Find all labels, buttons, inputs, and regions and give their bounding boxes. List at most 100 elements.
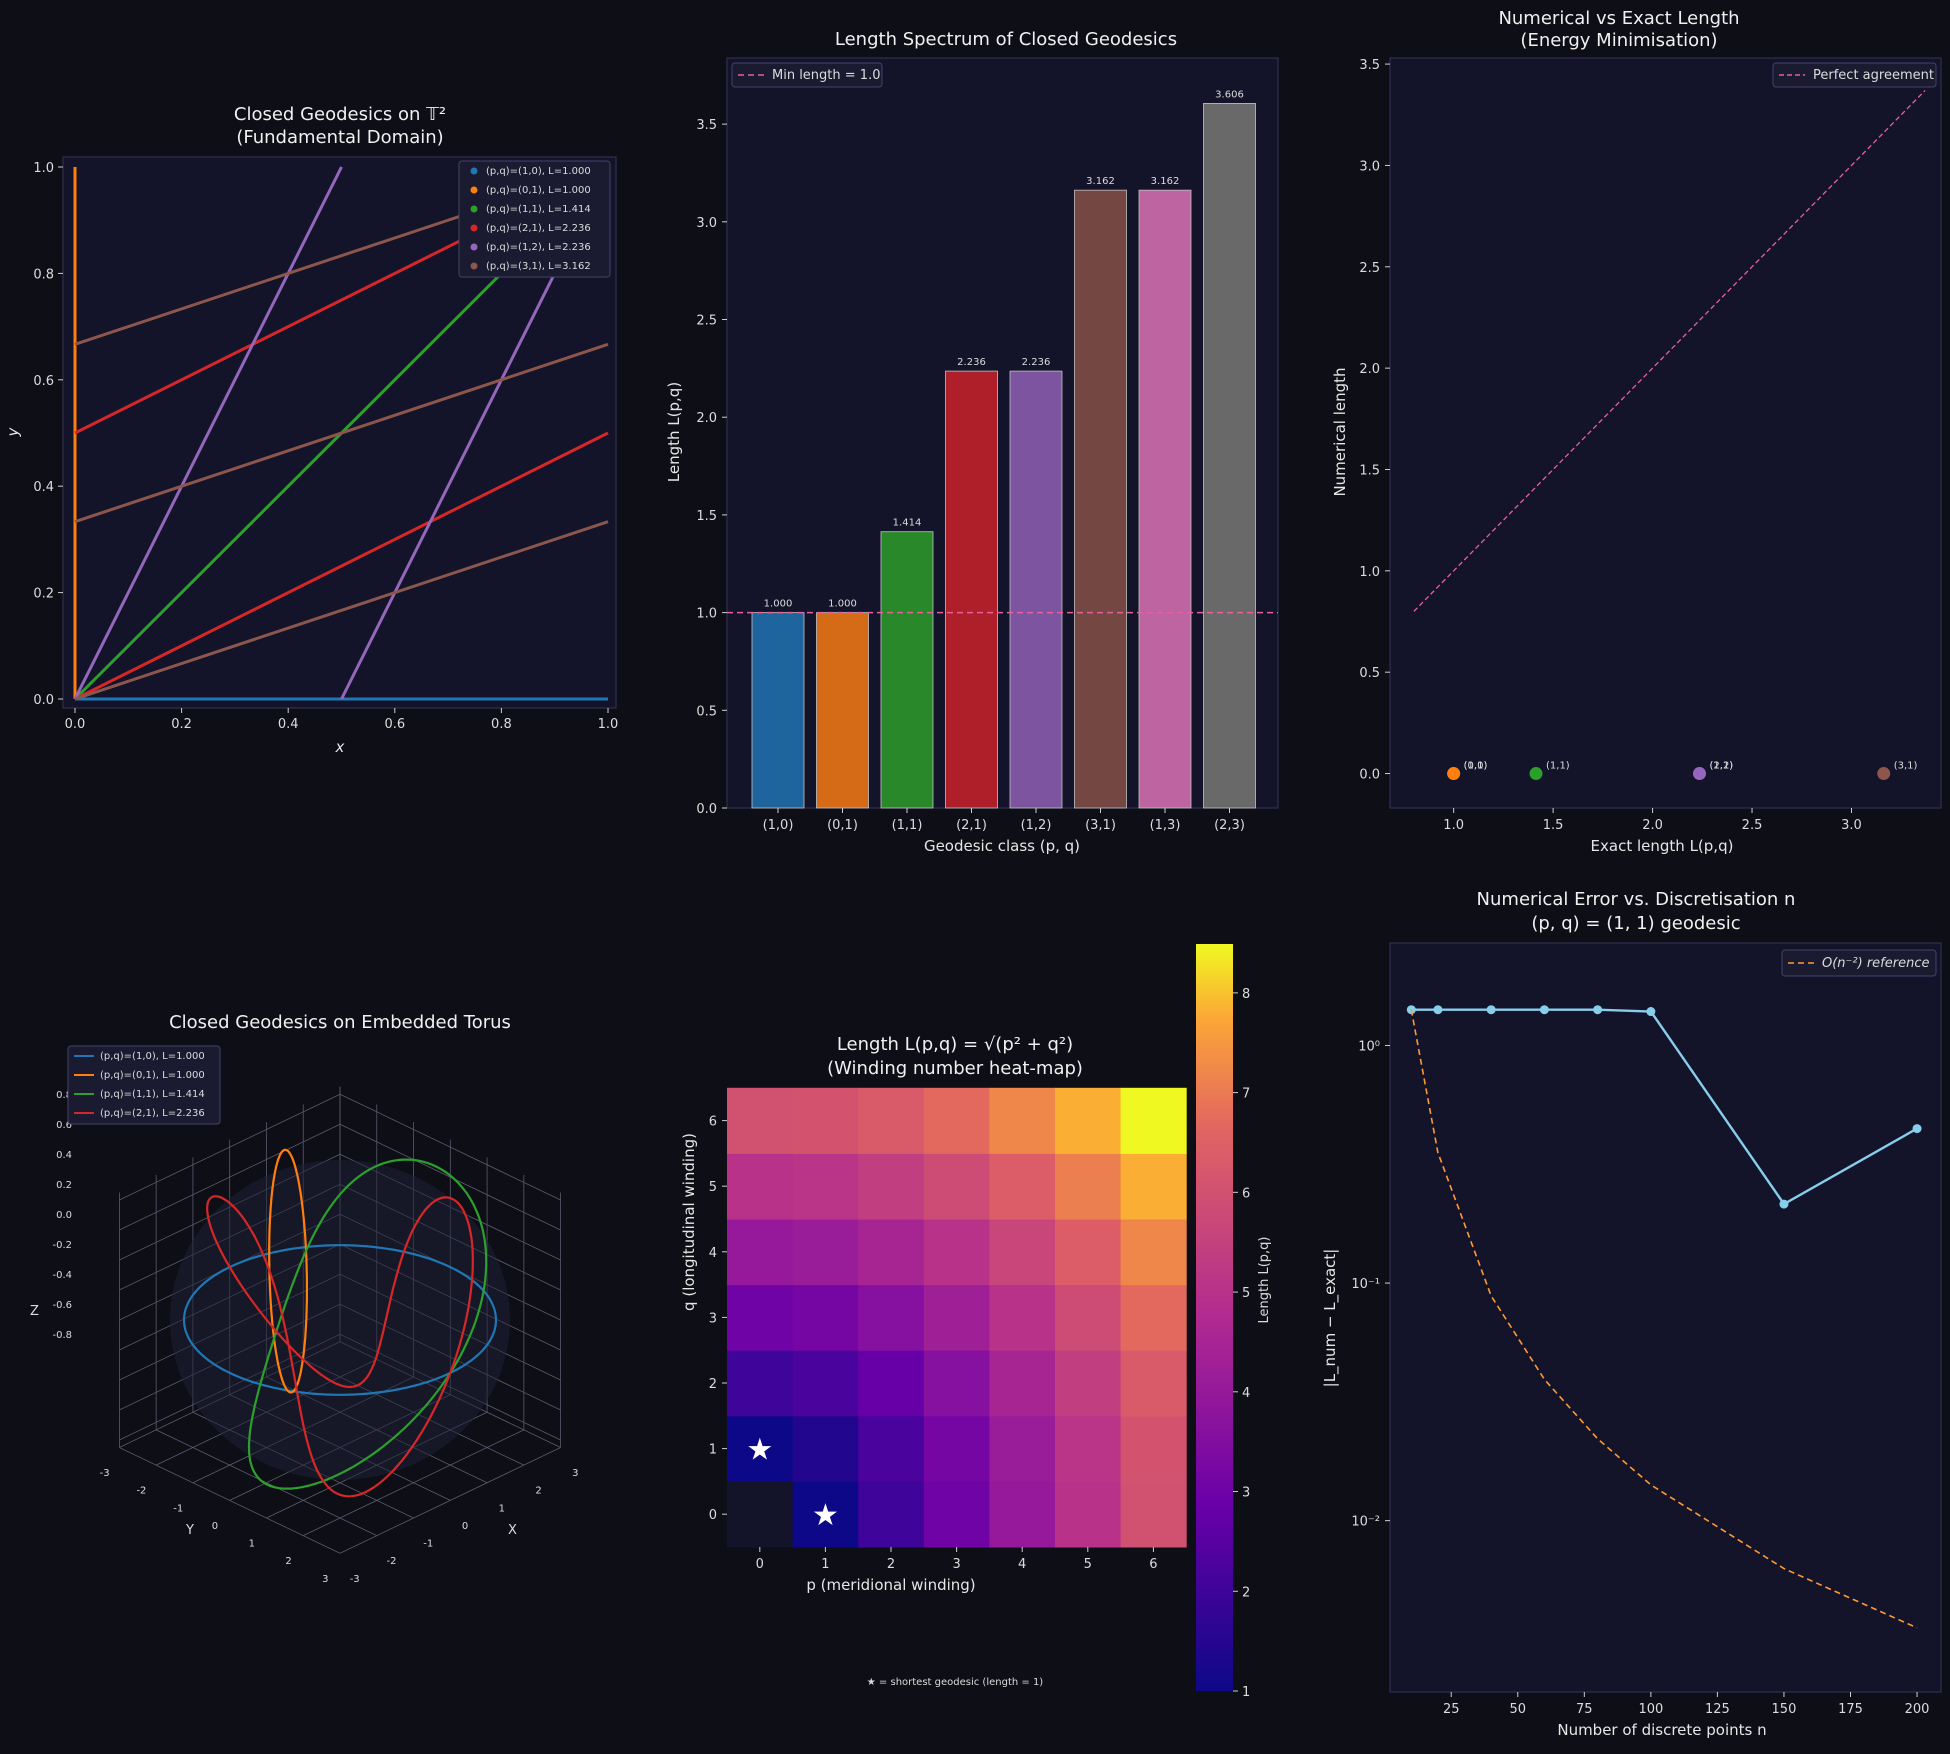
legend-box — [67, 1045, 221, 1125]
grid-line — [119, 1093, 341, 1201]
heatmap-cell — [1120, 1415, 1187, 1482]
chart-title-line1: Closed Geodesics on 𝕋² — [234, 104, 446, 125]
x-tick-label: 5 — [1084, 1557, 1092, 1572]
legend-marker — [470, 186, 478, 194]
x-tick-label: 3 — [952, 1557, 960, 1572]
colorbar-tick-label: 8 — [1242, 987, 1250, 1002]
y-tick-label: 1.5 — [1359, 463, 1380, 478]
heatmap-cell — [1120, 1219, 1187, 1286]
x-tick-label: 2 — [887, 1557, 895, 1572]
heatmap-cell — [989, 1284, 1056, 1351]
y-tick-label: 1 — [499, 1503, 505, 1514]
heatmap-cell — [858, 1415, 925, 1482]
x-tick-label: 6 — [1149, 1557, 1157, 1572]
y-tick-label: 0.2 — [33, 587, 54, 602]
y-tick-label: 0.0 — [1359, 768, 1380, 783]
y-tick-label: 10⁻² — [1351, 1515, 1380, 1530]
error-series-line — [1411, 1008, 1918, 1206]
y-tick-label: 2.0 — [696, 411, 717, 426]
chart-title: Length Spectrum of Closed Geodesics — [835, 29, 1177, 50]
y-tick-label: 0.8 — [33, 267, 54, 282]
scatter-point — [1877, 767, 1891, 781]
z-tick-label: 0.0 — [56, 1210, 72, 1221]
y-tick-label: 0.5 — [696, 704, 717, 719]
plot-area — [726, 57, 1279, 809]
y-tick-label: 1.5 — [696, 509, 717, 524]
x-tick-label: 0.0 — [65, 717, 86, 732]
z-axis-label: Z — [30, 1304, 39, 1319]
point-label: (0,1) — [1464, 761, 1488, 772]
bar — [1074, 189, 1127, 809]
x-tick-label: (2,1) — [956, 818, 987, 833]
y-tick-label: 5 — [709, 1180, 717, 1195]
legend: Min length = 1.0 — [731, 62, 883, 88]
x-tick-label: 0.2 — [171, 717, 192, 732]
bar-value-label: 1.000 — [828, 599, 857, 610]
x-tick-label: 0 — [756, 1557, 764, 1572]
z-tick-label: 0.4 — [56, 1150, 72, 1161]
colorbar-tick-label: 5 — [1242, 1286, 1250, 1301]
bar-value-label: 2.236 — [957, 357, 986, 368]
heatmap-cell — [1055, 1284, 1122, 1351]
torus-surface — [170, 1160, 510, 1480]
y-tick-label: 3.0 — [1359, 159, 1380, 174]
legend-entry: (p,q)=(1,0), L=1.000 — [486, 166, 591, 177]
plot-area — [1389, 942, 1942, 1693]
heatmap-cell — [923, 1153, 990, 1220]
bar-value-label: 2.236 — [1022, 357, 1051, 368]
error-point — [1912, 1124, 1922, 1134]
heatmap-cell — [1055, 1153, 1122, 1220]
heatmap-cell — [727, 1415, 794, 1482]
heatmap-cell — [923, 1219, 990, 1286]
bar — [751, 612, 805, 809]
legend-box — [458, 160, 611, 278]
point-label: (3,1) — [1894, 761, 1918, 772]
heatmap-cell — [792, 1350, 859, 1417]
error-point — [1593, 1005, 1603, 1015]
reference-line — [1413, 89, 1926, 612]
chart-title-line1: Numerical Error vs. Discretisation n — [1477, 889, 1796, 910]
point-label: (1,2) — [1710, 761, 1734, 772]
z-tick-label: -0.8 — [52, 1330, 72, 1341]
heatmap-cell — [1120, 1350, 1187, 1417]
colorbar-tick-label: 6 — [1242, 1186, 1250, 1201]
legend-box — [731, 62, 883, 88]
x-tick-label: 2.0 — [1642, 818, 1663, 833]
scatter-point — [1693, 767, 1707, 781]
chart-title-line1: Numerical vs Exact Length — [1498, 8, 1739, 29]
geodesic-line — [74, 520, 609, 701]
x-tick-label: 25 — [1443, 1702, 1460, 1717]
x-tick-label: 50 — [1509, 1702, 1526, 1717]
error-point — [1486, 1005, 1496, 1015]
heatmap-cell — [858, 1350, 925, 1417]
legend: (p,q)=(1,0), L=1.000 (p,q)=(0,1), L=1.000… — [458, 160, 611, 278]
y-tick-label: 0.4 — [33, 480, 54, 495]
heatmap-cell — [923, 1087, 990, 1154]
x-tick-label: (0,1) — [827, 818, 858, 833]
heatmap-cell — [727, 1284, 794, 1351]
colorbar-tick-label: 3 — [1242, 1486, 1250, 1501]
heatmap-cell — [989, 1153, 1056, 1220]
y-tick-label: 0 — [462, 1521, 468, 1532]
heatmap-cell — [989, 1219, 1056, 1286]
x-tick-label: 0 — [212, 1521, 218, 1532]
x-tick-label: -2 — [136, 1486, 146, 1497]
colorbar — [1196, 944, 1233, 1691]
bar — [945, 370, 998, 809]
x-tick-label: 3 — [322, 1574, 328, 1585]
y-tick-label: 2.5 — [696, 314, 717, 329]
legend-entry: (p,q)=(0,1), L=1.000 — [486, 185, 591, 196]
y-tick-label: 2 — [535, 1486, 541, 1497]
grid-line — [339, 1447, 561, 1554]
torus-geodesic — [247, 1158, 488, 1490]
x-axis-label: X — [508, 1523, 517, 1538]
error-point — [1433, 1005, 1443, 1015]
y-axis-label: y — [4, 426, 22, 437]
heatmap-cell — [1055, 1481, 1122, 1548]
legend-marker — [470, 167, 478, 175]
legend-entry: (p,q)=(2,1), L=2.236 — [100, 1108, 205, 1119]
heatmap-cell — [1055, 1219, 1122, 1286]
scatter-point — [1447, 767, 1461, 781]
heatmap-cell — [1120, 1481, 1187, 1548]
y-tick-label: 0.0 — [696, 802, 717, 817]
